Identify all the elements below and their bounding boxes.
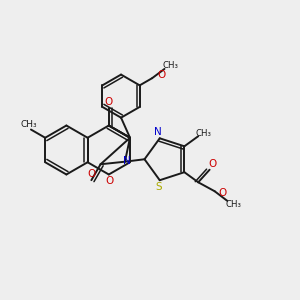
Text: O: O: [157, 70, 165, 80]
Text: N: N: [154, 127, 162, 137]
Text: N: N: [122, 156, 130, 166]
Text: O: O: [106, 176, 114, 186]
Text: O: O: [104, 97, 112, 107]
Text: O: O: [87, 169, 95, 178]
Text: O: O: [219, 188, 227, 198]
Text: CH₃: CH₃: [225, 200, 241, 209]
Text: O: O: [208, 159, 217, 170]
Text: S: S: [155, 182, 162, 192]
Text: CH₃: CH₃: [20, 120, 37, 129]
Text: CH₃: CH₃: [196, 129, 211, 138]
Text: CH₃: CH₃: [162, 61, 178, 70]
